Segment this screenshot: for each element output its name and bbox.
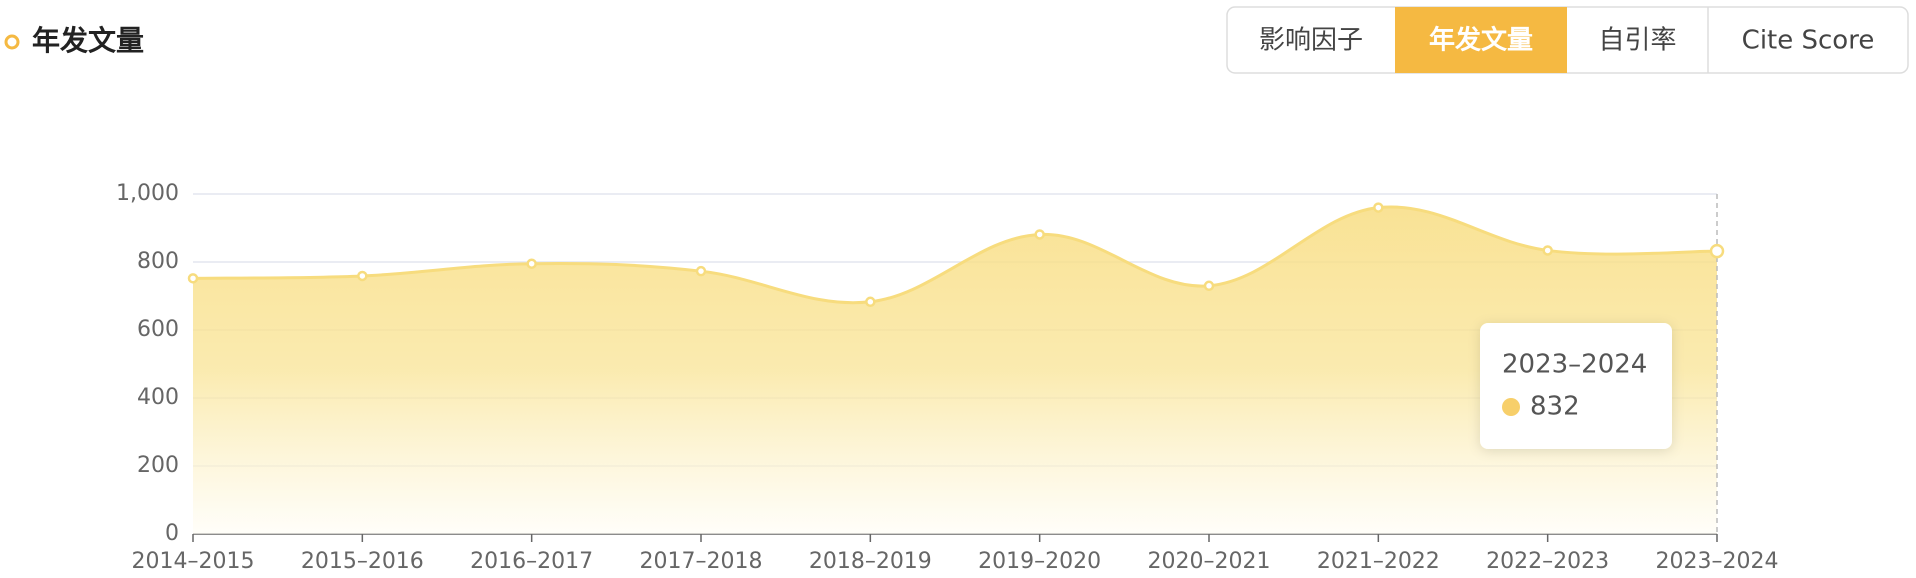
x-tick-label: 2014–2015 (132, 549, 255, 574)
tooltip: 2023–2024 832 (1480, 323, 1672, 449)
point[interactable] (187, 273, 199, 284)
point[interactable] (1203, 280, 1215, 292)
area (193, 206, 1717, 534)
point[interactable] (695, 265, 707, 277)
point[interactable] (526, 258, 537, 269)
title-icon (4, 34, 20, 50)
x-tick-label: 2016–2017 (470, 549, 593, 574)
y-tick-label: 200 (137, 453, 179, 478)
point[interactable] (1034, 229, 1045, 240)
y-tick-label: 800 (137, 249, 179, 274)
tab[interactable]: Cite Score (1742, 26, 1875, 56)
x-tick-label: 2019–2020 (978, 549, 1101, 574)
point[interactable] (1709, 243, 1725, 259)
x-tick-label: 2020–2021 (1148, 549, 1271, 574)
y-tick-label: 0 (165, 521, 179, 546)
x-tick-label: 2021–2022 (1317, 549, 1440, 574)
x-tick-label: 2017–2018 (640, 549, 763, 574)
y-tick-label: 1,000 (116, 181, 179, 206)
tooltip-box (1480, 323, 1672, 449)
line (192, 205, 1718, 305)
tab[interactable]: 年发文量 (1429, 25, 1533, 56)
x-tick-label: 2022–2023 (1486, 549, 1609, 574)
tab-active-bg (1395, 7, 1567, 73)
point[interactable] (1542, 245, 1553, 256)
section-title: 年发文量 (32, 24, 144, 57)
point[interactable] (1373, 202, 1384, 213)
x-tick-label: 2023–2024 (1656, 549, 1779, 574)
tab[interactable]: 自引率 (1598, 26, 1676, 56)
tooltip-title: 2023–2024 (1502, 350, 1647, 380)
y-tick-label: 400 (137, 385, 179, 410)
tooltip-value: 832 (1530, 392, 1580, 422)
point[interactable] (357, 270, 368, 282)
tooltip-marker (1502, 398, 1520, 416)
y-tick-label: 600 (137, 317, 179, 342)
tab[interactable]: 影响因子 (1259, 26, 1363, 56)
x-tick-label: 2015–2016 (301, 549, 424, 574)
point[interactable] (865, 296, 876, 308)
x-tick-label: 2018–2019 (809, 549, 932, 574)
